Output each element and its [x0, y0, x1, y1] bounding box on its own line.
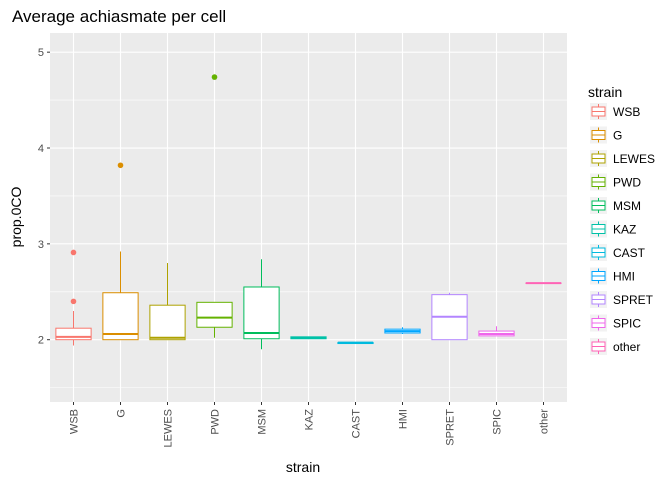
legend: strain WSB G LEWES PWD MSM KAZ CAST HMI SPRET SPI…: [588, 84, 655, 355]
legend-item-cast: CAST: [590, 244, 646, 261]
x-axis-title: strain: [286, 459, 320, 475]
x-tick-label: MSM: [257, 409, 269, 435]
legend-item-wsb: WSB: [590, 103, 640, 120]
box-msm: [243, 259, 280, 350]
box-spic: [478, 326, 515, 337]
box-kaz: [290, 336, 327, 340]
x-tick-label: LEWES: [163, 409, 175, 448]
outlier-point: [70, 249, 77, 256]
grid-lines: [50, 33, 567, 402]
x-tick-label: HMI: [398, 409, 410, 429]
x-tick-label: G: [116, 409, 128, 418]
legend-label: SPRET: [613, 293, 654, 307]
box-pwd: [196, 74, 233, 338]
x-tick-label: KAZ: [304, 409, 316, 431]
x-tick-label: PWD: [210, 409, 222, 435]
x-tick-label: SPIC: [492, 409, 504, 435]
y-tick-label: 3: [38, 239, 44, 251]
legend-label: PWD: [613, 176, 641, 190]
legend-item-hmi: HMI: [590, 267, 635, 285]
legend-label: KAZ: [613, 223, 636, 237]
legend-item-spic: SPIC: [590, 314, 641, 332]
legend-item-other: other: [590, 338, 640, 355]
outlier-point: [211, 74, 218, 80]
x-tick-label: SPRET: [445, 409, 457, 446]
outlier-point: [70, 298, 77, 305]
x-tick-label: other: [539, 409, 551, 434]
box-body: [55, 327, 92, 341]
y-axis-title: prop.0CO: [8, 187, 24, 248]
legend-label: other: [613, 340, 640, 354]
chart-title: Average achiasmate per cell: [12, 7, 226, 26]
legend-title: strain: [588, 84, 622, 100]
legend-item-spret: SPRET: [590, 291, 654, 308]
y-tick-label: 2: [38, 335, 44, 347]
legend-label: SPIC: [613, 317, 641, 331]
box-body: [243, 286, 280, 340]
box-series: [55, 74, 562, 350]
y-tick-label: 4: [38, 143, 44, 155]
legend-label: MSM: [613, 199, 641, 213]
legend-label: HMI: [613, 270, 635, 284]
x-tick-label: CAST: [351, 409, 363, 439]
y-tick-label: 5: [38, 47, 44, 59]
legend-item-g: G: [590, 126, 622, 144]
x-axis: WSB G LEWES PWD MSM KAZ CAST HMI SPRET SPIC other: [69, 402, 551, 448]
legend-label: G: [613, 129, 622, 143]
box-body: [102, 292, 139, 341]
y-axis: 2 3 4 5: [38, 47, 50, 347]
box-hmi: [384, 327, 421, 334]
legend-label: LEWES: [613, 152, 655, 166]
x-tick-label: WSB: [69, 409, 81, 434]
box-body: [149, 304, 186, 341]
box-spret: [431, 292, 468, 341]
legend-item-lewes: LEWES: [590, 150, 655, 167]
box-g: [102, 162, 139, 341]
legend-item-msm: MSM: [590, 197, 641, 214]
box-cast: [337, 341, 374, 345]
legend-item-kaz: KAZ: [590, 220, 636, 238]
box-lewes: [149, 263, 186, 341]
outlier-point: [117, 162, 124, 169]
box-body: [196, 301, 233, 328]
box-wsb: [55, 249, 92, 346]
legend-label: WSB: [613, 105, 640, 119]
legend-label: CAST: [613, 246, 646, 260]
legend-item-pwd: PWD: [590, 173, 641, 191]
